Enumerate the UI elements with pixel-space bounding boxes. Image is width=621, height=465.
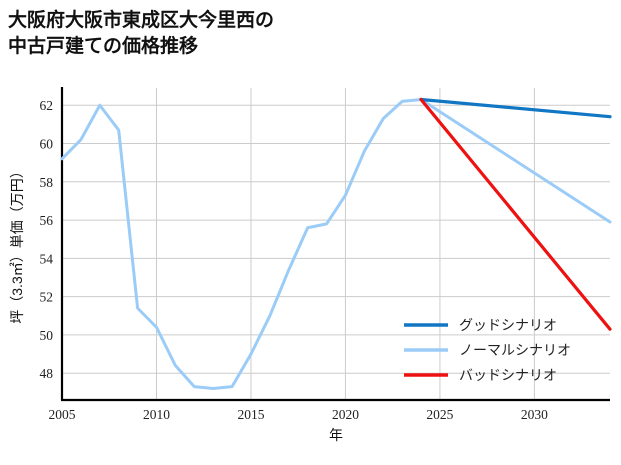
y-tick-label: 58 — [40, 175, 54, 190]
x-tick-label: 2010 — [143, 407, 170, 422]
series-line-good — [419, 97, 612, 119]
y-tick-label: 50 — [40, 328, 54, 343]
series-line-bad — [419, 97, 612, 331]
y-tick-labels: 48 50 52 54 56 58 60 62 — [40, 98, 54, 381]
y-tick-label: 56 — [40, 213, 54, 228]
legend-label: ノーマルシナリオ — [459, 342, 571, 358]
y-tick-label: 52 — [40, 290, 54, 305]
series-line-normal — [60, 97, 612, 391]
x-tick-label: 2030 — [521, 407, 548, 422]
y-tick-label: 54 — [40, 251, 54, 266]
x-tick-label: 2025 — [426, 407, 453, 422]
y-axis-title: 坪（3.3㎡）単価（万円） — [9, 164, 25, 323]
legend-label: グッドシナリオ — [459, 317, 557, 333]
x-axis-title: 年 — [329, 427, 343, 443]
y-tick-label: 60 — [40, 137, 54, 152]
x-tick-labels: 2005 2010 2015 2020 2025 2030 — [49, 407, 549, 422]
legend-label: バッドシナリオ — [459, 367, 557, 383]
y-tick-label: 62 — [40, 98, 54, 113]
data-series-group — [60, 97, 612, 391]
x-tick-label: 2015 — [237, 407, 264, 422]
plot-frame — [60, 87, 610, 402]
chart-title: 大阪府大阪市東成区大今里西の 中古戸建ての価格推移 — [8, 10, 275, 57]
x-tick-label: 2020 — [332, 407, 359, 422]
x-tick-label: 2005 — [49, 407, 76, 422]
gridlines — [61, 88, 610, 400]
y-tick-label: 48 — [40, 366, 54, 381]
